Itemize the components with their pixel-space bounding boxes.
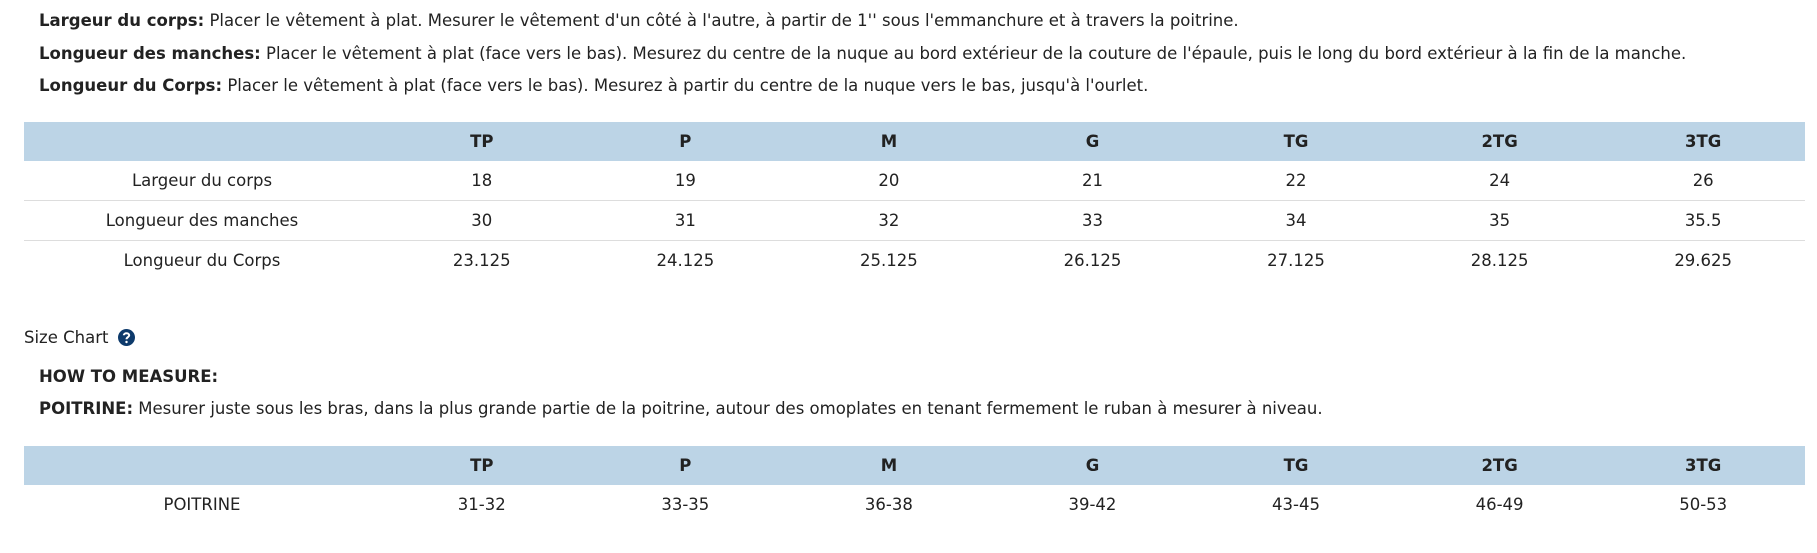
row-label: Largeur du corps — [24, 161, 380, 201]
header-cell: TP — [380, 446, 584, 485]
cell: 36-38 — [864, 495, 913, 514]
help-icon[interactable] — [118, 329, 136, 346]
size-chart-heading: Size Chart — [24, 328, 136, 347]
size-chart-title: Size Chart — [24, 328, 109, 347]
cell: 22 — [1194, 161, 1398, 201]
header-row: TP P M G TG 2TG 3TG — [24, 122, 1805, 161]
desc: Placer le vêtement à plat. Mesurer le vê… — [209, 11, 1239, 30]
cell: 31-32 — [457, 495, 506, 514]
header-cell: TP — [380, 122, 584, 161]
term: Longueur des manches: — [39, 43, 261, 63]
header-cell: TG — [1194, 446, 1398, 485]
cell: 29.625 — [1674, 251, 1733, 270]
row-label: Longueur du Corps — [123, 251, 281, 270]
cell: 20 — [787, 161, 991, 201]
cell: 30 — [380, 200, 584, 241]
header-cell: G — [990, 122, 1195, 161]
intro-line: Longueur du Corps: Placer le vêtement à … — [39, 76, 1148, 95]
header-cell: 2TG — [1397, 446, 1602, 485]
header-cell: G — [990, 446, 1195, 485]
cell: 50-53 — [1679, 495, 1728, 514]
row: Longueur des manches 30 31 32 33 34 35 35.5 — [24, 200, 1805, 241]
cell: 43-45 — [1272, 495, 1320, 514]
measure-table: TP P M G TG 2TG 3TG Largeur du corps 18 19 20 21 22 2… — [24, 122, 1805, 280]
header-cell: 3TG — [1601, 446, 1805, 485]
cell: 33-35 — [661, 495, 710, 514]
header-cell: 2TG — [1397, 122, 1602, 161]
cell: 46-49 — [1475, 495, 1524, 514]
header-cell — [24, 446, 380, 485]
cell: 24 — [1397, 161, 1602, 201]
cell: 21 — [990, 161, 1195, 201]
term: Longueur du Corps: — [39, 76, 223, 95]
cell: 32 — [787, 200, 991, 241]
cell: 28.125 — [1470, 251, 1529, 270]
desc: Mesurer juste sous les bras, dans la plu… — [138, 399, 1323, 418]
cell: 35 — [1397, 200, 1602, 241]
header-row: TP P M G TG 2TG 3TG — [24, 446, 1805, 485]
cell: 33 — [990, 200, 1195, 241]
cell: 24.125 — [656, 251, 715, 270]
chest-table: TP P M G TG 2TG 3TG POITRINE 31-32 33-35 36-38 39-4… — [24, 446, 1805, 524]
poitrine-note: POITRINE: Mesurer juste sous les bras, d… — [39, 399, 1323, 418]
cell: 27.125 — [1267, 251, 1325, 270]
cell: 34 — [1194, 200, 1398, 241]
row-label: Longueur des manches — [24, 200, 380, 241]
cell: 26.125 — [1063, 251, 1122, 270]
intro-line: Largeur du corps: Placer le vêtement à p… — [39, 11, 1239, 30]
how-to-title: HOW TO MEASURE: — [39, 367, 219, 386]
header-cell: TG — [1194, 122, 1398, 161]
row-label: POITRINE — [163, 495, 241, 514]
header-cell: M — [787, 122, 991, 161]
how-to: HOW TO MEASURE: — [39, 367, 218, 386]
row: Largeur du corps 18 19 20 21 22 24 26 — [24, 161, 1805, 201]
header-cell: P — [583, 446, 788, 485]
cell: 23.125 — [452, 251, 511, 270]
cell: 26 — [1601, 161, 1805, 201]
header-cell: M — [787, 446, 991, 485]
cell: 39-42 — [1068, 495, 1117, 514]
desc: Placer le vêtement à plat (face vers le … — [227, 76, 1149, 95]
header-cell: 3TG — [1601, 122, 1805, 161]
intro-line: Longueur des manches: Placer le vêtement… — [39, 44, 1686, 63]
cell: 19 — [583, 161, 788, 201]
cell: 31 — [583, 200, 788, 241]
cell: 18 — [380, 161, 584, 201]
term: POITRINE: — [39, 399, 134, 418]
row: POITRINE 31-32 33-35 36-38 39-42 43-45 46-49 50… — [24, 485, 1805, 524]
term: Largeur du corps: — [39, 11, 205, 30]
desc: Placer le vêtement à plat (face vers le … — [266, 43, 1687, 63]
header-cell: P — [583, 122, 788, 161]
cell: 35.5 — [1601, 200, 1805, 241]
row: Longueur du Corps 23.125 24.125 25.125 26.12… — [24, 241, 1805, 281]
cell: 25.125 — [860, 251, 918, 270]
header-cell — [24, 122, 380, 161]
